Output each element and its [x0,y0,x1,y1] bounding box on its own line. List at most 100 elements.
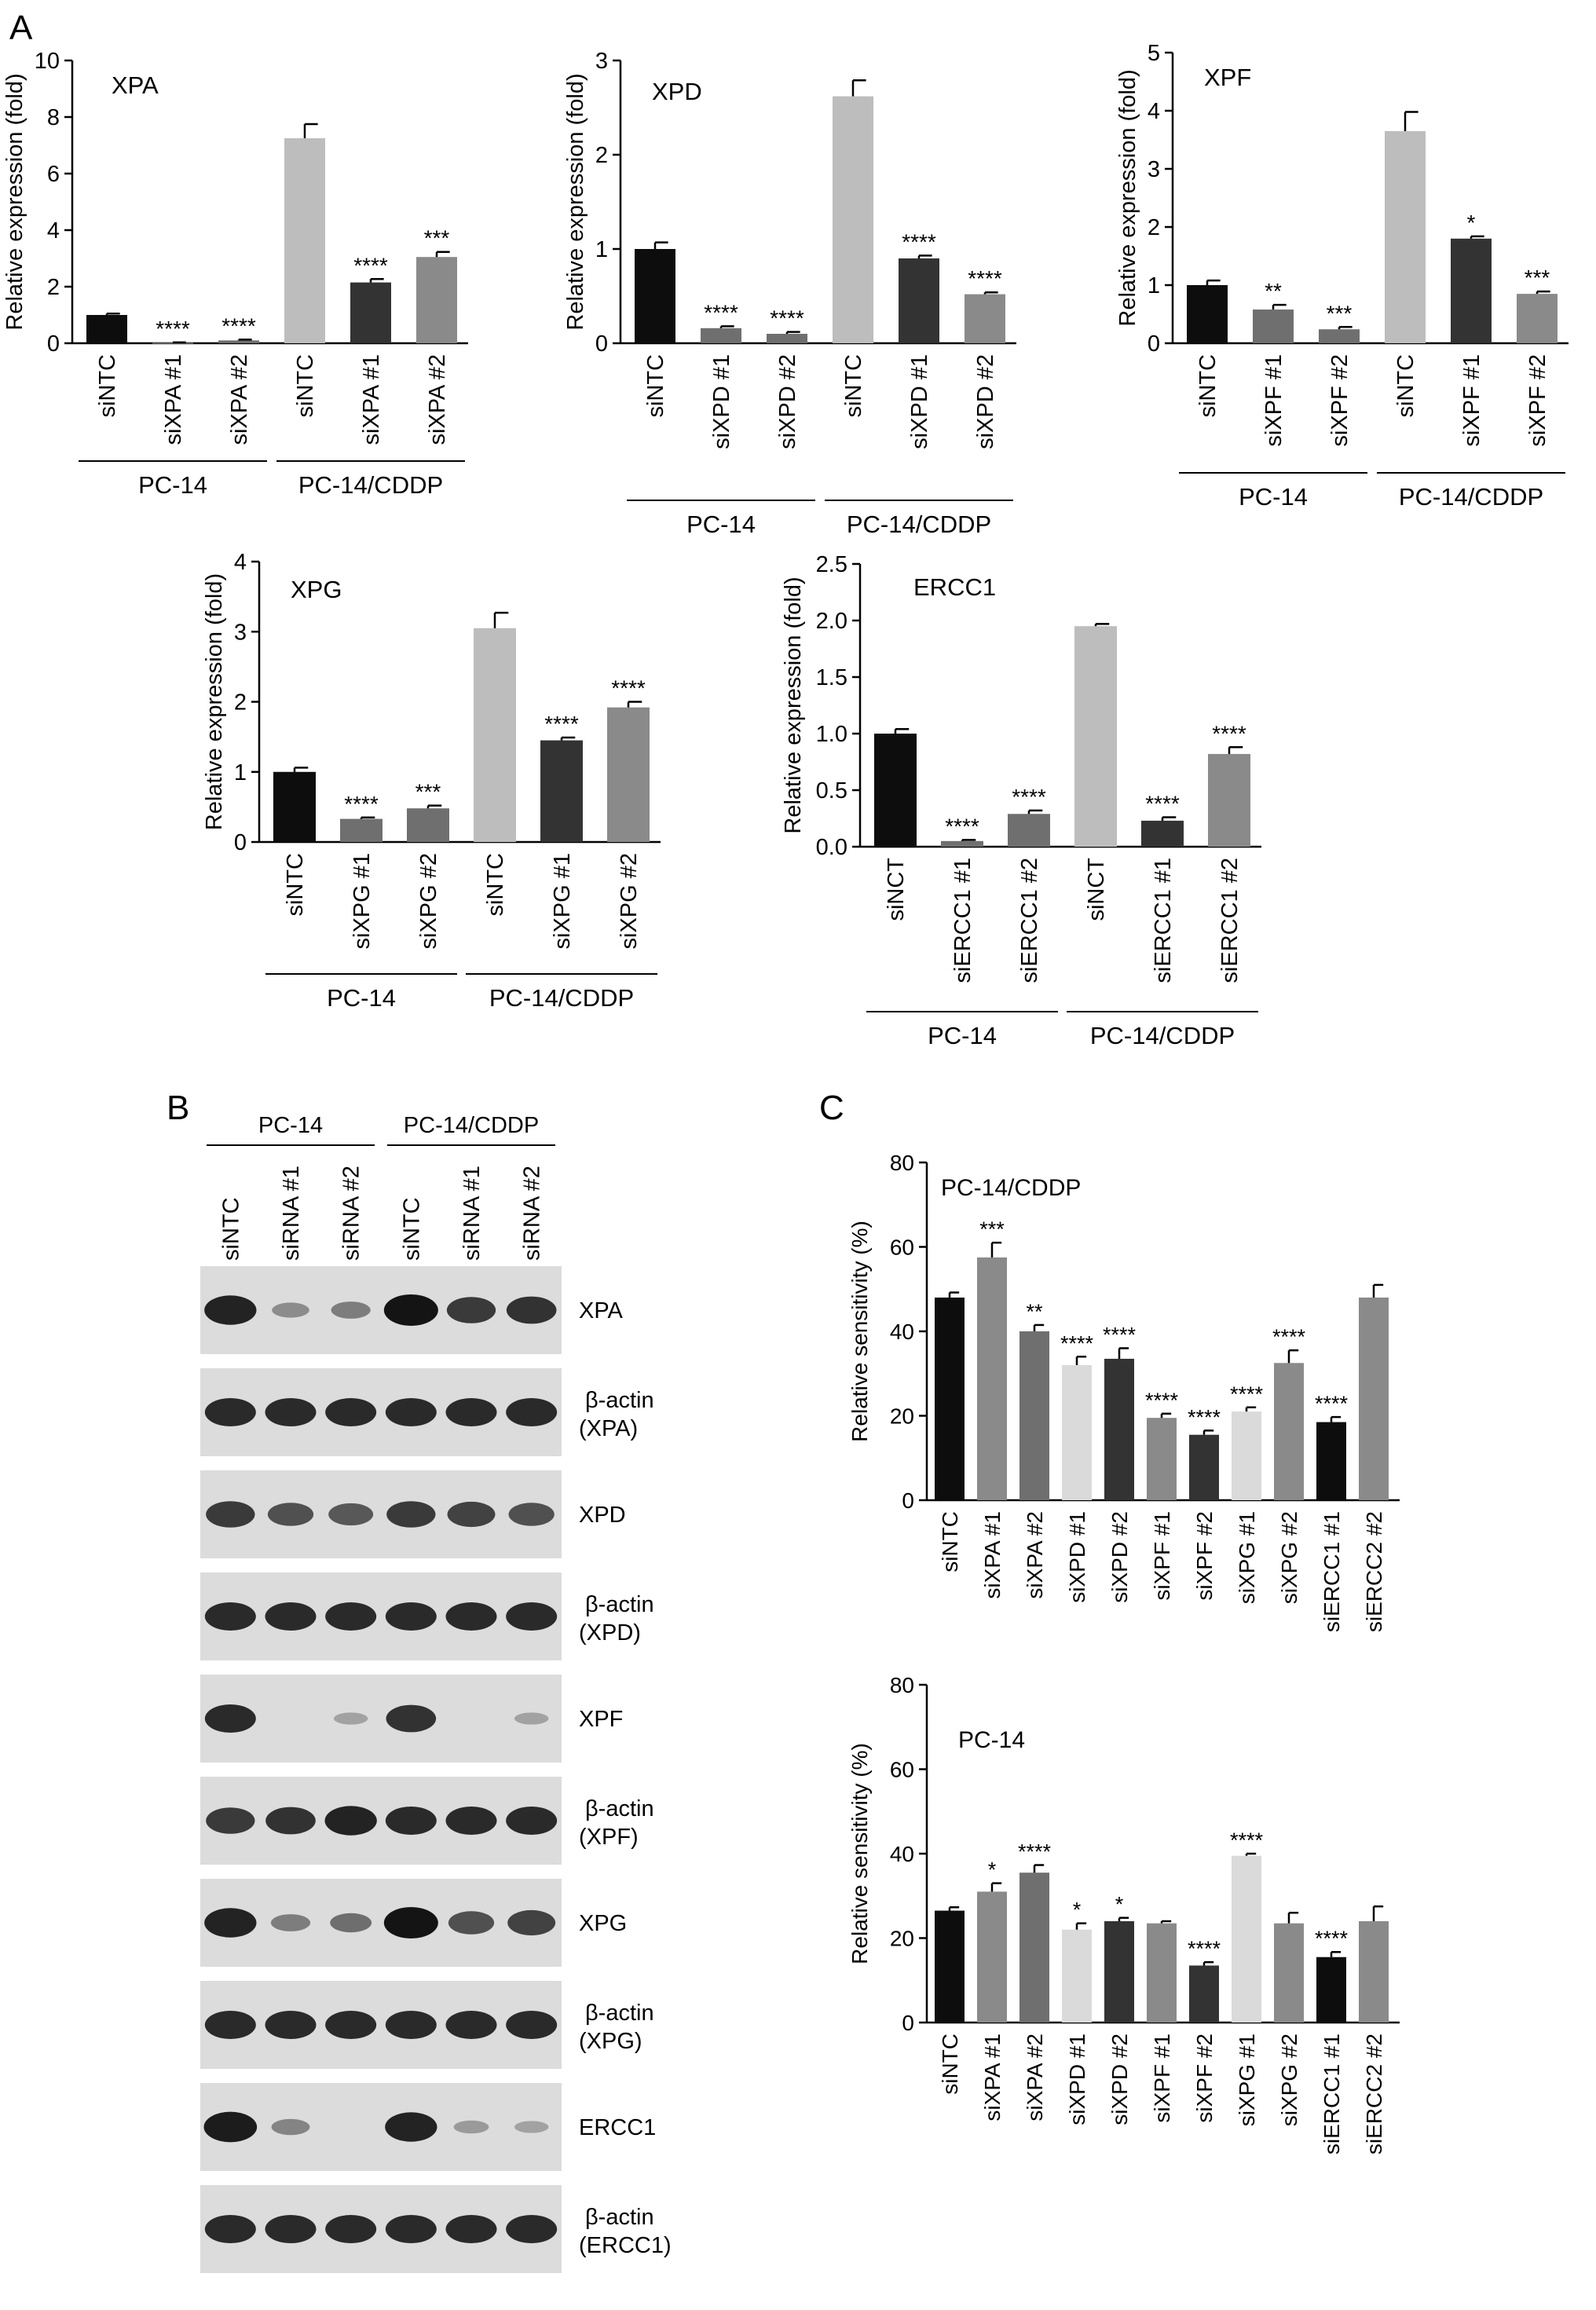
blot-band [386,1704,437,1733]
blot-band [325,2214,377,2244]
bar [1104,1921,1134,2023]
x-tick-label: siXPA #2 [1023,1511,1047,1599]
blot-band [385,2214,437,2244]
x-tick-label: siNTC [283,853,308,917]
y-axis-label: Relative expression (fold) [2,73,27,330]
x-tick-label: siERCC1 #1 [950,858,976,983]
y-tick-label: 0 [47,331,60,357]
x-tick-label: siNTC [938,1511,962,1572]
significance-label: **** [1272,1325,1306,1349]
y-tick-label: 20 [890,1926,914,1950]
bar [1232,1411,1261,1500]
significance-label: **** [1230,1829,1264,1852]
x-tick-label: siXPD #2 [775,354,800,449]
significance-label: * [988,1858,997,1882]
bar [635,249,675,343]
blot-band [265,2010,317,2040]
blot-band [265,2214,317,2244]
bar [1517,294,1558,343]
blot-band [325,2010,377,2040]
x-tick-label: siXPF #2 [1192,1511,1217,1601]
x-tick-label: siXPA #2 [425,354,450,445]
y-tick-label: 2 [47,275,60,300]
blot-band [445,1602,497,1631]
bar [1141,820,1184,847]
blot-row-label: β-actin [585,2001,654,2026]
significance-label: *** [979,1217,1005,1241]
blot-row-label: XPF [579,1707,623,1732]
x-tick-label: siNTC [643,354,668,418]
x-tick-label: siXPF #1 [1459,354,1484,447]
bar [1147,1418,1177,1500]
significance-label: **** [1230,1382,1264,1406]
significance-label: ** [1265,279,1282,303]
bar [701,328,741,343]
significance-label: **** [1315,1927,1349,1950]
chart-title: PC-14/CDDP [941,1175,1081,1201]
x-tick-label: siXPF #2 [1525,354,1550,447]
blot-row-label: β-actin [585,1796,654,1821]
chart-title: XPG [291,576,342,603]
group-label: PC-14 [1239,483,1308,511]
group-label: PC-14 [138,471,207,499]
x-tick-label: siXPD #2 [973,354,998,449]
significance-label: **** [945,814,979,838]
blot-lane-label: siNTC [218,1197,243,1261]
blot-row-sublabel: (ERCC1) [579,2233,672,2258]
significance-label: **** [353,253,388,277]
y-axis-label: Relative sensitivity (%) [847,1221,872,1442]
x-tick-label: siXPF #2 [1192,2034,1217,2123]
chart-xpg: 0 1 2 3 4 Relative expression (fold) XPG siNTC *… [202,550,661,1012]
blot-band [267,1503,314,1526]
blot-band [445,1806,497,1836]
bar [86,315,127,343]
blot-strip [200,1879,562,1967]
bar [474,628,516,842]
chart-title: ERCC1 [913,573,996,601]
y-tick-label: 1 [595,237,608,262]
x-tick-label: siXPF #1 [1150,2034,1174,2123]
y-tick-label: 6 [47,162,60,187]
bar [1062,1365,1092,1500]
bar [941,840,983,847]
blot-strip [200,1777,562,1865]
chart-ercc1: 0.0 0.5 1.0 1.5 2.0 2.5 Relative expression (f… [781,552,1261,1049]
blot-band [386,1501,436,1528]
y-tick-label: 2 [595,143,608,168]
x-tick-label: siXPG #1 [350,853,375,950]
blot-row-label: β-actin [585,1592,654,1617]
x-tick-label: siXPG #1 [550,853,575,950]
x-tick-label: siERCC2 #2 [1362,1511,1386,1632]
significance-label: *** [415,780,441,804]
x-tick-label: siNCT [884,858,909,921]
panel-label-a: A [9,9,33,47]
y-axis-label: Relative expression (fold) [1115,69,1140,326]
chart-xpd: 0 1 2 3 Relative expression (fold) XPD siNTC **… [563,49,1016,538]
blot-row-sublabel: (XPF) [579,1825,639,1850]
significance-label: **** [1012,785,1046,809]
y-tick-label: 0 [902,1488,914,1513]
blot-lane-label: siRNA #2 [520,1166,545,1261]
blot-band [506,1397,558,1427]
y-tick-label: 2 [234,690,247,716]
blot-strip [200,2083,562,2171]
y-tick-label: 2 [1148,215,1160,240]
bar [935,1298,965,1500]
x-tick-label: siXPG #2 [416,853,441,950]
blot-band [514,1712,549,1725]
blot-strip [200,1266,562,1354]
significance-label: **** [1145,792,1180,816]
bar [1232,1855,1261,2023]
bar [607,707,650,842]
bar [977,1891,1007,2023]
blot-group-label: PC-14/CDDP [404,1113,539,1138]
x-tick-label: siERCC1 #1 [1320,1511,1344,1632]
blot-band [265,1397,317,1427]
bar [1189,1434,1219,1500]
y-tick-label: 1.5 [816,665,847,690]
y-axis-label: Relative expression (fold) [563,73,588,330]
y-tick-label: 60 [890,1757,914,1781]
y-tick-label: 0 [1148,331,1160,357]
y-tick-label: 80 [890,1151,914,1175]
blot-band [204,1397,256,1427]
